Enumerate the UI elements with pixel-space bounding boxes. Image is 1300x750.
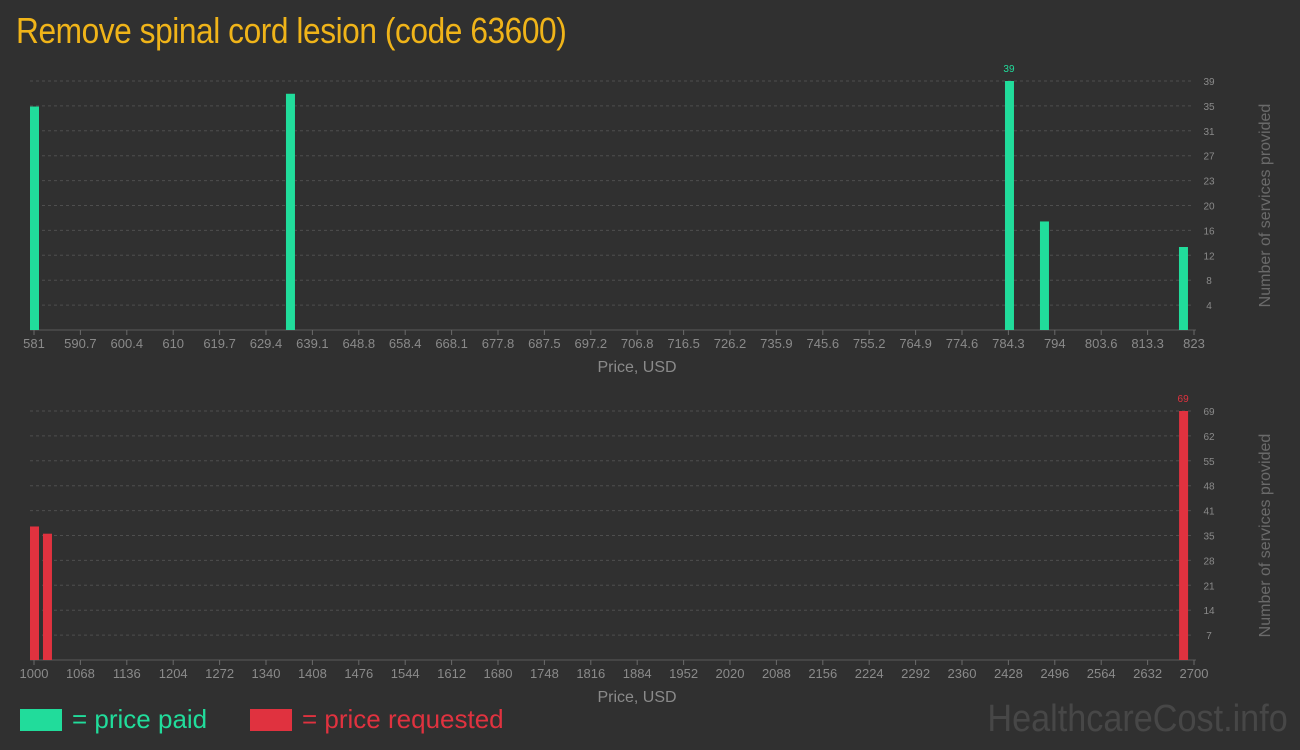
y-tick-label: 48 — [1203, 482, 1215, 493]
y-tick-label: 12 — [1203, 251, 1215, 262]
bar — [42, 533, 52, 660]
x-tick-label: 668.1 — [435, 336, 468, 351]
y-tick-label: 41 — [1203, 507, 1215, 518]
bar — [1178, 247, 1188, 330]
x-tick-label: 1952 — [669, 666, 698, 681]
x-tick-label: 823 — [1183, 336, 1205, 351]
y-tick-label: 27 — [1203, 152, 1215, 163]
brand-watermark: HealthcareCost.info — [987, 698, 1288, 740]
y-tick-label: 14 — [1203, 606, 1215, 617]
x-tick-label: 2564 — [1087, 666, 1116, 681]
bar — [1004, 81, 1014, 330]
x-tick-label: 803.6 — [1085, 336, 1118, 351]
x-tick-label: 706.8 — [621, 336, 654, 351]
y-tick-label: 20 — [1203, 202, 1215, 213]
x-tick-label: 1884 — [623, 666, 652, 681]
x-tick-label: 610 — [162, 336, 184, 351]
x-tick-label: 687.5 — [528, 336, 561, 351]
legend-swatch-requested — [250, 708, 292, 731]
y-tick-label: 62 — [1203, 432, 1215, 443]
y-tick-label: 35 — [1203, 102, 1215, 113]
x-tick-label: 1748 — [530, 666, 559, 681]
x-tick-label: 648.8 — [343, 336, 376, 351]
x-tick-label: 2088 — [762, 666, 791, 681]
y-axis-title: Number of services provided — [1257, 434, 1274, 638]
y-tick-label: 55 — [1203, 457, 1215, 468]
x-tick-label: 764.9 — [899, 336, 932, 351]
x-tick-label: 716.5 — [667, 336, 700, 351]
x-tick-label: 1816 — [576, 666, 605, 681]
y-tick-label: 4 — [1206, 301, 1212, 312]
x-tick-label: 745.6 — [807, 336, 840, 351]
x-tick-label: 755.2 — [853, 336, 886, 351]
x-tick-label: 1408 — [298, 666, 327, 681]
x-tick-label: 2020 — [716, 666, 745, 681]
bar — [1039, 221, 1049, 330]
x-tick-label: 2700 — [1180, 666, 1209, 681]
x-tick-label: 1068 — [66, 666, 95, 681]
x-tick-label: 735.9 — [760, 336, 793, 351]
x-tick-label: 1544 — [391, 666, 420, 681]
x-tick-label: 2292 — [901, 666, 930, 681]
y-tick-label: 31 — [1203, 127, 1215, 138]
x-tick-label: 726.2 — [714, 336, 747, 351]
x-tick-label: 1476 — [344, 666, 373, 681]
x-tick-label: 600.4 — [111, 336, 144, 351]
x-tick-label: 2156 — [808, 666, 837, 681]
bar — [30, 526, 39, 660]
y-tick-label: 8 — [1206, 276, 1212, 287]
x-tick-label: 619.7 — [203, 336, 236, 351]
max-data-label: 39 — [1003, 64, 1015, 75]
x-tick-label: 677.8 — [482, 336, 515, 351]
x-tick-label: 658.4 — [389, 336, 422, 351]
bar — [1179, 411, 1189, 660]
x-tick-label: 784.3 — [992, 336, 1025, 351]
y-tick-label: 16 — [1203, 226, 1215, 237]
x-tick-label: 697.2 — [575, 336, 608, 351]
legend-swatch-paid — [20, 708, 62, 731]
legend-requested: = price requested — [250, 704, 504, 735]
y-tick-label: 28 — [1203, 556, 1215, 567]
x-tick-label: 1340 — [252, 666, 281, 681]
y-tick-label: 69 — [1203, 407, 1215, 418]
x-tick-label: 2632 — [1133, 666, 1162, 681]
bar — [285, 93, 295, 331]
y-axis-title: Number of services provided — [1257, 104, 1274, 308]
x-tick-label: 1680 — [484, 666, 513, 681]
max-data-label: 69 — [1178, 394, 1190, 405]
x-tick-label: 1204 — [159, 666, 188, 681]
bar — [30, 106, 39, 331]
x-tick-label: 590.7 — [64, 336, 97, 351]
x-axis-title: Price, USD — [597, 359, 676, 376]
legend-label-paid: = price paid — [72, 704, 208, 734]
x-tick-label: 1000 — [20, 666, 49, 681]
x-tick-label: 2496 — [1040, 666, 1069, 681]
y-tick-label: 21 — [1203, 581, 1215, 592]
x-tick-label: 1612 — [437, 666, 466, 681]
legend-paid: = price paid — [20, 704, 207, 735]
x-tick-label: 639.1 — [296, 336, 329, 351]
y-tick-label: 39 — [1203, 77, 1215, 88]
y-tick-label: 35 — [1203, 532, 1215, 543]
x-tick-label: 2428 — [994, 666, 1023, 681]
x-tick-label: 2360 — [948, 666, 977, 681]
x-tick-label: 1272 — [205, 666, 234, 681]
x-tick-label: 1136 — [113, 666, 141, 681]
x-tick-label: 2224 — [855, 666, 884, 681]
legend-label-requested: = price requested — [302, 704, 504, 734]
x-tick-label: 629.4 — [250, 336, 283, 351]
x-tick-label: 581 — [23, 336, 45, 351]
x-tick-label: 774.6 — [946, 336, 979, 351]
x-axis-title: Price, USD — [597, 689, 676, 706]
y-tick-label: 7 — [1206, 631, 1212, 642]
x-tick-label: 794 — [1044, 336, 1066, 351]
y-tick-label: 23 — [1203, 177, 1215, 188]
x-tick-label: 813.3 — [1131, 336, 1164, 351]
page-title: Remove spinal cord lesion (code 63600) — [16, 10, 567, 51]
